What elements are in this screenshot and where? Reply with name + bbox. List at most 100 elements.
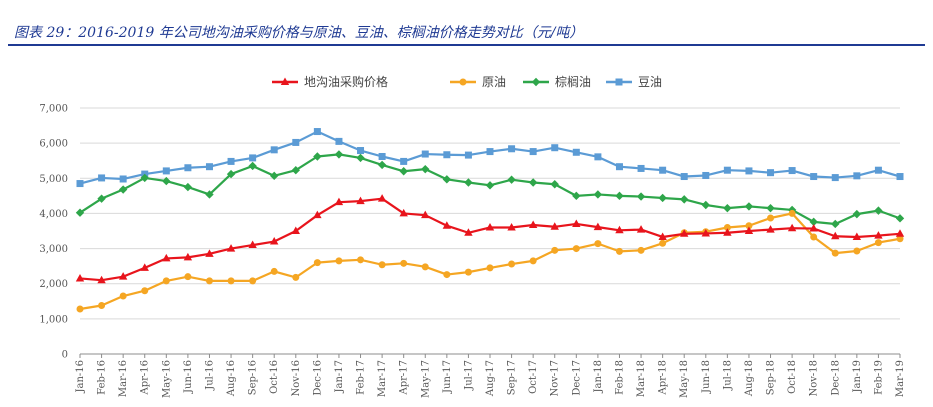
x-tick-label: Jan-18 [593, 360, 604, 394]
data-point [248, 161, 257, 171]
x-tick-label: Mar-18 [636, 360, 647, 397]
x-tick-label: Jan-19 [852, 360, 863, 394]
legend-swatch-marker [459, 78, 467, 86]
data-point [97, 194, 106, 203]
x-tick-label: Apr-16 [140, 360, 151, 396]
data-point [701, 228, 710, 237]
data-point [162, 253, 171, 262]
data-point [226, 169, 236, 179]
data-point [76, 180, 84, 188]
x-axis: Jan-16 Feb-16 Mar-16 Apr-16 May-16 Jun-16 Jul-… [75, 353, 906, 398]
data-point [636, 225, 646, 233]
x-tick-label: Sep-16 [248, 360, 259, 395]
data-point [680, 229, 689, 237]
legend-label: 豆油 [638, 75, 662, 89]
data-point [550, 222, 559, 230]
data-point [486, 148, 494, 156]
data-point [528, 220, 538, 229]
data-point [356, 196, 365, 205]
data-point [270, 237, 279, 245]
data-point [507, 222, 516, 231]
data-point [637, 246, 645, 254]
data-point [378, 152, 386, 160]
data-point [227, 157, 235, 165]
data-point [767, 214, 775, 222]
y-tick-label: 0 [62, 350, 68, 361]
data-point [896, 173, 904, 181]
data-point [745, 167, 753, 175]
x-tick-label: Jun-18 [701, 360, 712, 394]
series-circle [76, 209, 904, 313]
legend-item: 地沟油采购价格 [272, 74, 388, 89]
x-tick-label: Dec-18 [830, 360, 841, 396]
data-point [98, 174, 106, 182]
legend-swatch-marker [280, 77, 290, 85]
data-point [615, 163, 623, 171]
data-point [313, 210, 322, 219]
data-point [594, 153, 602, 161]
data-point [399, 208, 408, 217]
data-point [874, 231, 883, 239]
chart-grid [80, 107, 900, 320]
data-point [528, 178, 538, 187]
data-point [97, 275, 106, 284]
data-point [270, 146, 278, 154]
data-point [443, 151, 451, 159]
data-point [205, 277, 213, 285]
data-point [292, 138, 300, 146]
data-point [334, 197, 344, 206]
data-point [853, 247, 861, 255]
chart-series [75, 128, 905, 313]
data-point [787, 223, 797, 232]
x-tick-label: Mar-19 [895, 360, 906, 397]
data-point [659, 166, 667, 174]
data-point [75, 273, 85, 282]
data-point [680, 195, 689, 204]
x-tick-label: Jul-17 [463, 360, 474, 391]
data-point [874, 166, 882, 174]
legend-item: 原油 [450, 75, 506, 89]
data-point [205, 249, 214, 257]
data-point [702, 171, 710, 179]
data-point [766, 203, 775, 213]
y-tick-label: 3,000 [39, 244, 68, 255]
data-point [485, 222, 495, 231]
x-tick-label: Mar-17 [377, 360, 388, 397]
figure-title-bar: 图表 29：2016-2019 年公司地沟油采购价格与原油、豆油、棕榈油价格走势… [8, 6, 925, 46]
data-point [464, 178, 473, 187]
data-point [852, 209, 862, 219]
data-point [248, 240, 257, 249]
data-point [464, 151, 472, 159]
data-point [378, 261, 386, 269]
data-point [723, 166, 731, 174]
data-point [723, 223, 731, 231]
data-point [529, 257, 537, 265]
data-point [701, 200, 710, 210]
data-point [767, 169, 775, 177]
x-tick-label: Sep-17 [507, 360, 518, 395]
x-tick-label: Oct-18 [787, 360, 798, 394]
data-point [593, 190, 603, 199]
x-tick-label: Feb-19 [873, 360, 884, 395]
data-point [270, 267, 278, 275]
data-point [572, 219, 581, 227]
y-tick-label: 4,000 [39, 209, 68, 220]
data-point [594, 240, 602, 248]
line-chart: 地沟油采购价格 原油 棕榈油 豆油 0 1,000 2,000 3,000 4,000 5,00… [39, 74, 906, 398]
y-tick-label: 5,000 [39, 174, 68, 185]
data-point [377, 160, 387, 170]
data-point [744, 226, 754, 234]
x-tick-label: Dec-17 [571, 360, 582, 396]
x-tick-label: Feb-18 [614, 360, 625, 395]
figure-title: 图表 29：2016-2019 年公司地沟油采购价格与原油、豆油、棕榈油价格走势… [14, 25, 584, 41]
data-point [508, 260, 516, 268]
data-point [291, 166, 300, 175]
data-point [529, 148, 537, 156]
series-square [76, 128, 904, 188]
data-point [831, 174, 839, 182]
data-point [615, 191, 624, 201]
x-tick-label: Aug-16 [226, 360, 237, 397]
data-point [421, 263, 429, 271]
x-tick-label: Apr-18 [658, 360, 669, 396]
data-point [551, 246, 559, 254]
